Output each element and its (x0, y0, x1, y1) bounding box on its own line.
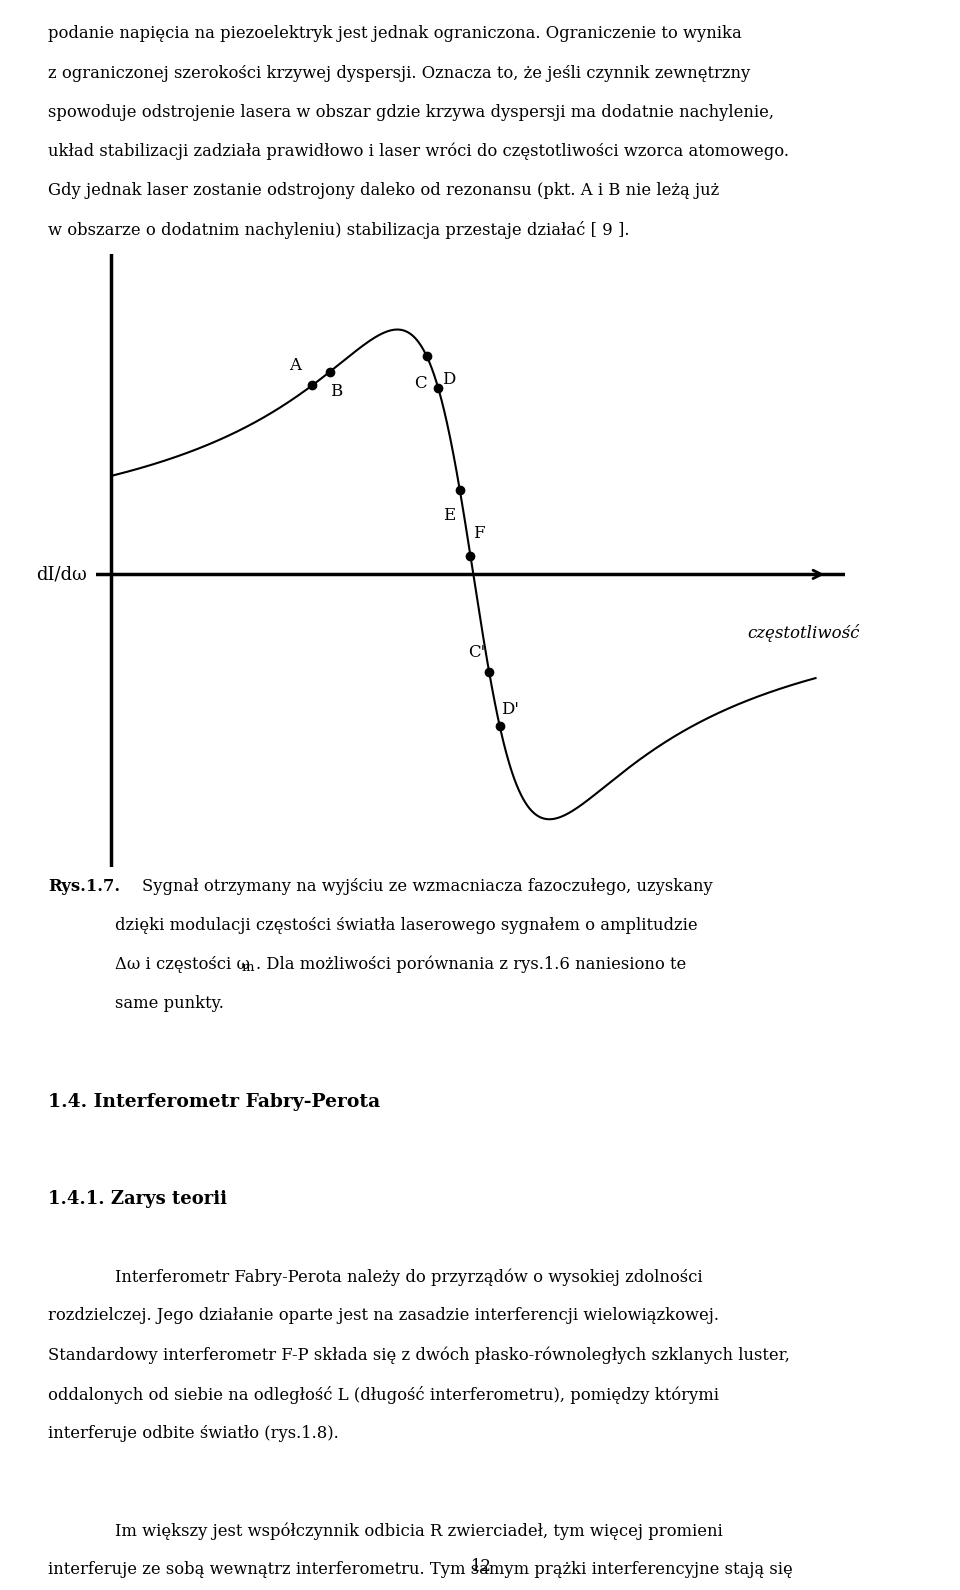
Text: dI/dω: dI/dω (36, 566, 87, 584)
Text: C': C' (468, 644, 485, 661)
Text: E: E (444, 507, 455, 525)
Text: oddalonych od siebie na odległość L (długość interferometru), pomiędzy którymi: oddalonych od siebie na odległość L (dłu… (48, 1385, 719, 1404)
Text: częstotliwość: częstotliwość (748, 625, 860, 642)
Text: 1.4. Interferometr Fabry-Perota: 1.4. Interferometr Fabry-Perota (48, 1092, 380, 1110)
Text: D: D (442, 370, 455, 388)
Text: D': D' (501, 701, 519, 717)
Text: interferuje ze sobą wewnątrz interferometru. Tym samym prążki interferencyjne st: interferuje ze sobą wewnątrz interferome… (48, 1561, 793, 1579)
Text: same punkty.: same punkty. (115, 995, 224, 1011)
Text: spowoduje odstrojenie lasera w obszar gdzie krzywa dyspersji ma dodatnie nachyle: spowoduje odstrojenie lasera w obszar gd… (48, 103, 774, 121)
Text: podanie napięcia na piezoelektryk jest jednak ograniczona. Ograniczenie to wynik: podanie napięcia na piezoelektryk jest j… (48, 25, 742, 43)
Text: C: C (415, 375, 427, 393)
Text: A: A (289, 358, 300, 374)
Text: rozdzielczej. Jego działanie oparte jest na zasadzie interferencji wielowiązkowe: rozdzielczej. Jego działanie oparte jest… (48, 1307, 719, 1324)
Text: Sygnał otrzymany na wyjściu ze wzmacniacza fazoczułego, uzyskany: Sygnał otrzymany na wyjściu ze wzmacniac… (142, 878, 713, 895)
Text: dzięki modulacji częstości światła laserowego sygnałem o amplitudzie: dzięki modulacji częstości światła laser… (115, 917, 698, 933)
Text: Δω i częstości ω: Δω i częstości ω (115, 956, 250, 973)
Text: z ograniczonej szerokości krzywej dyspersji. Oznacza to, że jeśli czynnik zewnęt: z ograniczonej szerokości krzywej dysper… (48, 65, 751, 81)
Text: m: m (242, 960, 254, 973)
Text: interferuje odbite światło (rys.1.8).: interferuje odbite światło (rys.1.8). (48, 1425, 339, 1442)
Text: 12: 12 (469, 1558, 491, 1576)
Text: Standardowy interferometr F-P składa się z dwóch płasko-równoległych szklanych l: Standardowy interferometr F-P składa się… (48, 1347, 790, 1364)
Text: 1.4.1. Zarys teorii: 1.4.1. Zarys teorii (48, 1191, 227, 1208)
Text: . Dla możliwości porównania z rys.1.6 naniesiono te: . Dla możliwości porównania z rys.1.6 na… (256, 956, 686, 973)
Text: Rys.1.7.: Rys.1.7. (48, 878, 120, 895)
Text: F: F (473, 525, 485, 542)
Text: Gdy jednak laser zostanie odstrojony daleko od rezonansu (pkt. A i B nie leżą ju: Gdy jednak laser zostanie odstrojony dal… (48, 181, 719, 199)
Text: układ stabilizacji zadziała prawidłowo i laser wróci do częstotliwości wzorca at: układ stabilizacji zadziała prawidłowo i… (48, 143, 789, 161)
Text: Interferometr Fabry-Perota należy do przyrządów o wysokiej zdolności: Interferometr Fabry-Perota należy do prz… (115, 1269, 703, 1286)
Text: B: B (329, 383, 342, 399)
Text: w obszarze o dodatnim nachyleniu) stabilizacja przestaje działać [ 9 ].: w obszarze o dodatnim nachyleniu) stabil… (48, 221, 630, 238)
Text: Im większy jest współczynnik odbicia R zwierciadeł, tym więcej promieni: Im większy jest współczynnik odbicia R z… (115, 1522, 723, 1539)
